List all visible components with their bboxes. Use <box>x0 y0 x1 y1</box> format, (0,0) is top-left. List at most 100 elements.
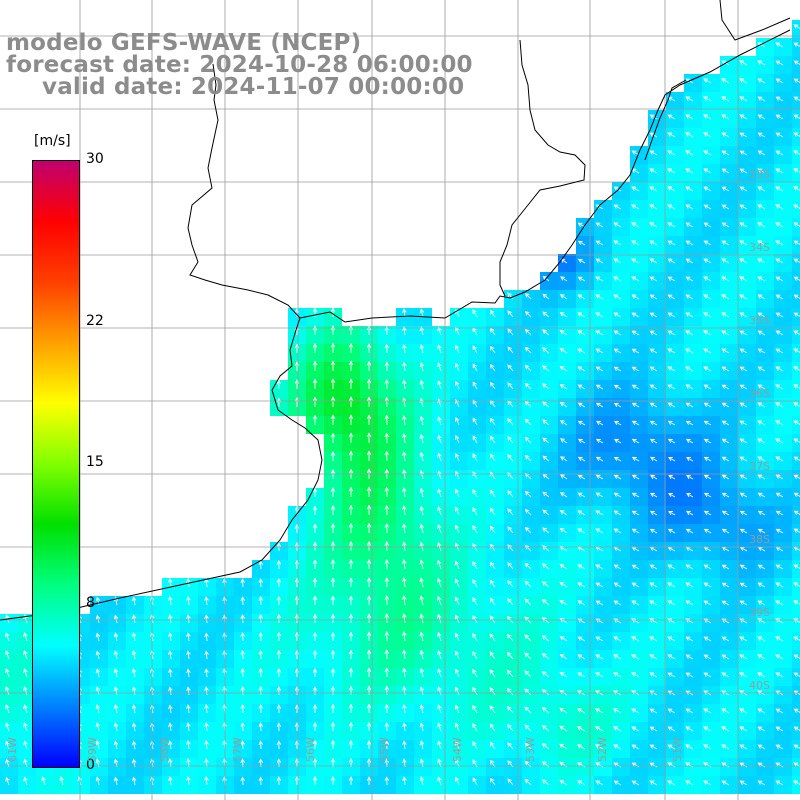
wind-arrow <box>775 672 784 678</box>
wind-arrow <box>649 204 658 210</box>
wind-arrow <box>667 348 676 354</box>
wind-arrow <box>685 384 694 390</box>
wind-arrow <box>703 564 712 570</box>
wind-arrow <box>757 384 766 390</box>
wind-arrow <box>721 582 730 588</box>
wind-arrow <box>649 168 658 174</box>
wind-arrow <box>186 650 191 660</box>
wind-arrow <box>366 740 372 749</box>
wind-arrow <box>757 636 766 642</box>
wind-arrow <box>595 330 604 336</box>
wind-cell <box>792 776 800 794</box>
wind-arrow <box>667 312 676 318</box>
wind-arrow <box>721 168 730 174</box>
wind-arrow <box>775 582 784 588</box>
wind-arrow <box>524 688 532 696</box>
wind-arrow <box>721 276 730 282</box>
wind-arrow <box>437 452 442 462</box>
wind-arrow <box>703 474 712 480</box>
wind-arrow <box>757 474 766 480</box>
wind-arrow <box>775 312 784 318</box>
wind-arrow <box>721 492 730 498</box>
wind-arrow <box>721 150 730 156</box>
wind-arrow <box>703 294 712 300</box>
wind-arrow <box>454 362 460 372</box>
wind-arrow <box>631 474 640 480</box>
wind-arrow <box>631 708 640 714</box>
wind-arrow <box>559 581 568 588</box>
wind-arrow <box>131 614 137 624</box>
wind-arrow <box>541 743 550 750</box>
wind-arrow <box>649 294 658 300</box>
lat-label: 36S <box>749 387 770 400</box>
lat-label: 40S <box>749 679 770 692</box>
wind-arrow <box>240 632 245 642</box>
wind-arrow <box>366 613 372 623</box>
wind-arrow <box>168 668 173 678</box>
wind-arrow <box>366 577 372 587</box>
wind-arrow <box>757 402 766 408</box>
wind-arrow <box>276 595 282 606</box>
wind-arrow <box>507 382 514 390</box>
colorbar-tick-label: 0 <box>86 757 95 773</box>
wind-arrow <box>472 650 478 660</box>
lon-label: 54W <box>451 737 464 762</box>
wind-cell <box>792 362 800 380</box>
wind-arrow <box>775 276 784 282</box>
wind-arrow <box>186 596 191 606</box>
wind-arrow <box>348 649 354 659</box>
wind-arrow <box>348 360 354 371</box>
wind-arrow <box>685 276 694 282</box>
wind-arrow <box>613 330 622 336</box>
wind-arrow <box>739 492 748 498</box>
wind-arrow <box>721 348 730 354</box>
wind-arrow <box>775 294 784 300</box>
wind-arrow <box>472 488 478 498</box>
wind-arrow <box>667 780 676 786</box>
wind-arrow <box>437 488 442 498</box>
colorbar-tick-label: 15 <box>86 454 104 470</box>
wind-arrow <box>204 650 209 660</box>
wind-arrow <box>186 632 191 642</box>
wind-arrow <box>113 668 119 678</box>
wind-arrow <box>703 186 712 192</box>
wind-arrow <box>419 469 425 480</box>
wind-arrow <box>667 204 676 210</box>
wind-cell <box>792 596 800 614</box>
wind-arrow <box>472 506 478 516</box>
wind-arrow <box>667 402 676 408</box>
wind-arrow <box>113 650 119 660</box>
wind-arrow <box>685 132 694 138</box>
wind-arrow <box>454 524 460 534</box>
wind-cell <box>792 182 800 200</box>
wind-arrow <box>559 527 568 534</box>
wind-arrow <box>113 632 119 642</box>
wind-arrow <box>366 432 372 443</box>
wind-arrow <box>757 276 766 282</box>
wind-arrow <box>775 744 784 750</box>
wind-arrow <box>186 704 191 714</box>
wind-arrow <box>613 348 622 354</box>
wind-cell <box>792 488 800 506</box>
wind-arrow <box>366 667 372 677</box>
wind-arrow <box>703 150 712 156</box>
lon-label: 58W <box>158 737 171 762</box>
wind-arrow <box>489 507 496 516</box>
wind-arrow <box>437 668 442 678</box>
wind-arrow <box>506 633 514 642</box>
wind-arrow <box>240 703 245 714</box>
wind-arrow <box>703 438 712 444</box>
wind-arrow <box>419 344 425 354</box>
wind-arrow <box>739 402 748 408</box>
wind-arrow <box>507 723 514 732</box>
wind-cell <box>792 290 800 308</box>
wind-arrow <box>775 42 784 48</box>
wind-arrow <box>649 438 658 444</box>
wind-arrow <box>312 686 318 695</box>
wind-arrow <box>330 360 336 371</box>
wind-arrow <box>703 384 712 390</box>
wind-arrow <box>739 636 748 642</box>
wind-arrow <box>167 595 173 606</box>
wind-arrow <box>489 435 496 444</box>
wind-arrow <box>685 564 694 570</box>
